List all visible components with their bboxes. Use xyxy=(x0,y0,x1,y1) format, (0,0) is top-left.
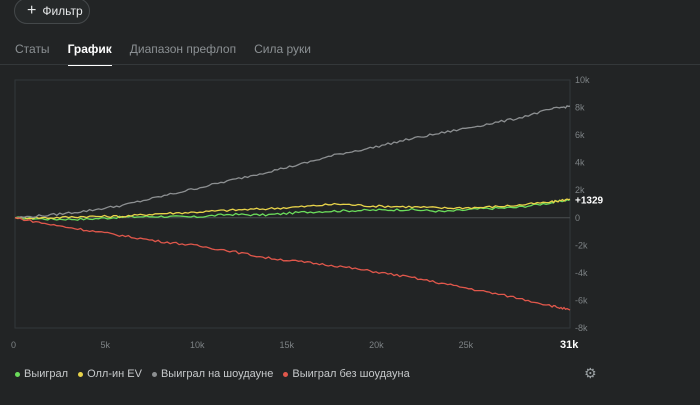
y-tick-label: 6k xyxy=(575,130,585,140)
y-tick-label: -2k xyxy=(575,240,588,250)
y-tick-label: 8k xyxy=(575,103,585,113)
y-tick-label: 2k xyxy=(575,185,585,195)
legend-label: Выиграл без шоудауна xyxy=(292,368,410,380)
series-line xyxy=(14,217,571,311)
x-tick-label: 5k xyxy=(101,340,111,350)
y-tick-label: 4k xyxy=(575,158,585,168)
tab-preflop-range[interactable]: Диапазон префлоп xyxy=(129,42,237,56)
filter-label: Фильтр xyxy=(42,4,83,18)
tab-stats[interactable]: Статы xyxy=(15,42,50,56)
y-tick-label: 0 xyxy=(575,213,580,223)
y-tick-label: -6k xyxy=(575,295,588,305)
x-tick-label: 20k xyxy=(369,340,384,350)
y-tick-label: -4k xyxy=(575,268,588,278)
series-line xyxy=(14,105,571,219)
x-tick-label: 25k xyxy=(459,340,474,350)
legend-item-showdown[interactable]: Выиграл на шоудауне xyxy=(151,368,274,380)
legend-dot xyxy=(151,371,157,377)
legend-dot xyxy=(283,371,289,377)
x-tick-label: 31k xyxy=(560,339,579,351)
x-tick-label: 15k xyxy=(280,340,295,350)
legend-label: Выиграл на шоудауне xyxy=(160,368,274,380)
legend-item-non-showdown[interactable]: Выиграл без шоудауна xyxy=(283,368,410,380)
series-line xyxy=(14,198,571,220)
end-value-label: +1329 xyxy=(575,195,604,206)
legend-dot xyxy=(78,371,84,377)
results-chart: 10k 8k 6k 4k 2k 0 -2k -4k -6k -8k 0 5k 10k 15k 20k 25k 3… xyxy=(11,75,604,351)
filter-button[interactable]: + Фильтр xyxy=(14,0,90,24)
legend-label: Выиграл xyxy=(24,368,69,380)
plus-icon: + xyxy=(27,2,37,19)
gear-icon[interactable]: ⚙ xyxy=(584,365,597,381)
tab-bar: Статы График Диапазон префлоп Сила руки xyxy=(15,42,329,66)
legend-item-allin-ev[interactable]: Олл-ин EV xyxy=(78,368,142,380)
legend-label: Олл-ин EV xyxy=(87,368,142,380)
x-tick-label: 0 xyxy=(11,340,16,350)
tab-divider xyxy=(0,64,700,65)
x-tick-label: 10k xyxy=(190,340,205,350)
tab-hand-strength[interactable]: Сила руки xyxy=(254,42,311,56)
legend-item-won[interactable]: Выиграл xyxy=(15,368,68,380)
y-tick-label: 10k xyxy=(575,75,590,85)
plot-frame xyxy=(14,79,571,329)
tab-graph[interactable]: График xyxy=(67,42,112,66)
legend-dot xyxy=(15,371,20,377)
series-line xyxy=(14,198,571,221)
chart-legend: Выиграл Олл-ин EV Выиграл на шоудауне Вы… xyxy=(15,368,410,380)
y-tick-label: -8k xyxy=(575,323,588,333)
